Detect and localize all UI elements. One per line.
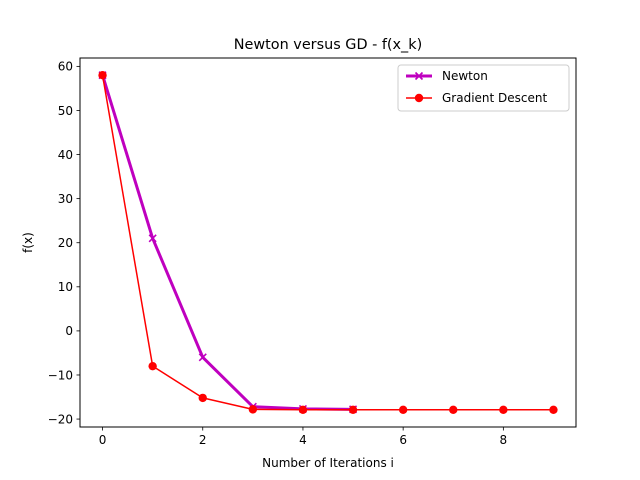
y-tick-label: 60: [58, 60, 73, 74]
data-point-gradient-descent: [348, 405, 358, 415]
y-tick-label: −10: [48, 368, 73, 382]
x-tick-label: 6: [399, 433, 407, 447]
data-point-gradient-descent: [148, 361, 157, 371]
data-point-gradient-descent: [449, 405, 458, 415]
y-tick-label: 50: [58, 104, 73, 118]
series-line-gradient-descent: [101, 75, 554, 411]
x-axis-label: Number of Iterations i: [262, 456, 394, 470]
x-tick-label: 8: [500, 433, 508, 447]
data-point-gradient-descent: [298, 405, 308, 415]
y-tick-label: 30: [58, 192, 73, 206]
data-point-gradient-descent: [198, 393, 207, 403]
legend-gd-marker: [414, 93, 424, 103]
x-tick-label: 0: [99, 433, 107, 447]
y-tick-label: 20: [58, 236, 73, 250]
chart-title: Newton versus GD - f(x_k): [234, 37, 422, 53]
y-tick-label: 40: [58, 148, 73, 162]
legend-gd-label: Gradient Descent: [442, 91, 548, 105]
y-tick-label: −20: [48, 412, 73, 426]
y-axis-label: f(x): [21, 232, 35, 253]
plot-layer: [98, 70, 558, 415]
x-tick-label: 4: [299, 433, 307, 447]
y-tick-label: 10: [58, 280, 73, 294]
x-tick-label: 2: [199, 433, 207, 447]
legend-newton-label: Newton: [442, 69, 488, 83]
series-line-newton: [101, 74, 354, 411]
data-point-gradient-descent: [499, 405, 508, 415]
legend-newton-marker: [414, 71, 424, 81]
data-point-gradient-descent: [549, 405, 558, 415]
legend: Newton Gradient Descent: [397, 64, 570, 112]
x-axis: 0 2 4 6 8: [99, 427, 507, 447]
data-point-newton: [198, 353, 207, 362]
y-tick-label: 0: [65, 324, 73, 338]
data-point-gradient-descent: [98, 70, 107, 80]
data-point-newton: [148, 234, 157, 243]
y-axis: −20 −10 0 10 20 30 40 50 60: [48, 60, 80, 426]
legend-box: [397, 64, 570, 112]
data-point-gradient-descent: [248, 405, 258, 414]
data-point-gradient-descent: [398, 405, 408, 415]
